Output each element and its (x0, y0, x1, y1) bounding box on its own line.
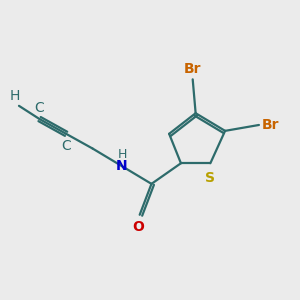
Text: H: H (9, 89, 20, 103)
Text: Br: Br (184, 62, 201, 76)
Text: C: C (61, 139, 71, 153)
Text: H: H (117, 148, 127, 161)
Text: Br: Br (262, 118, 279, 132)
Text: O: O (132, 220, 144, 234)
Text: C: C (35, 101, 44, 115)
Text: N: N (116, 159, 128, 173)
Text: S: S (206, 171, 215, 184)
